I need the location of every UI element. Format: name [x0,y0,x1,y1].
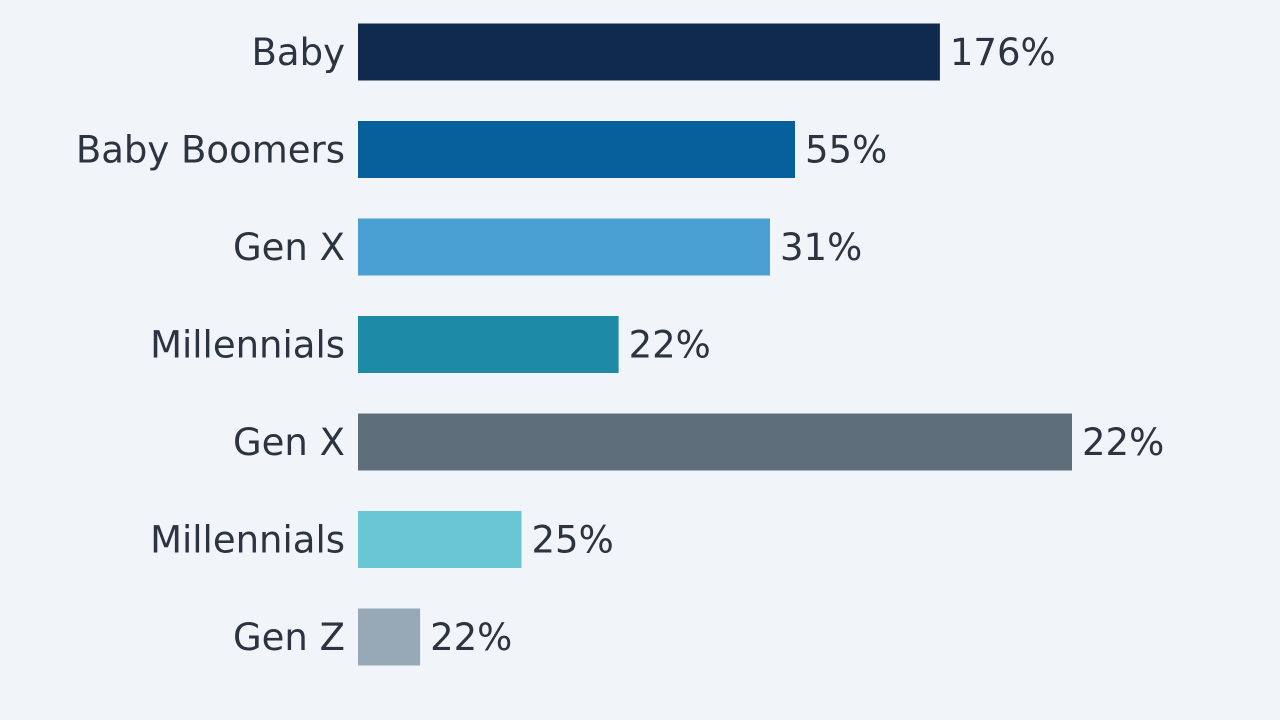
bar [358,23,940,81]
bar [358,218,770,276]
category-label: Millennials [150,324,345,367]
value-label: 55% [805,129,887,172]
bar [358,413,1072,471]
category-label: Gen X [233,421,345,464]
bar [358,316,619,373]
bar [358,608,421,666]
value-label: 176% [950,31,1056,74]
category-label: Millennials [150,519,345,562]
category-label: Gen X [233,226,345,269]
category-label: Baby Boomers [76,129,345,172]
category-label: Gen Z [233,616,345,659]
category-label: Baby [252,31,345,74]
value-label: 22% [1082,421,1164,464]
bar [358,511,522,568]
value-label: 22% [629,324,711,367]
value-label: 31% [780,226,862,269]
value-label: 22% [430,616,512,659]
bar [358,121,795,178]
value-label: 25% [532,519,614,562]
